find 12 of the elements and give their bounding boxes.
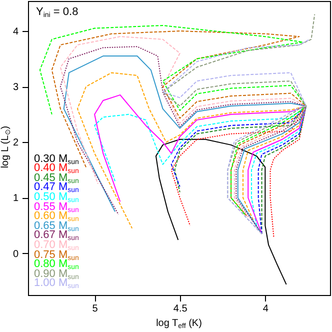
line-series bbox=[76, 72, 307, 229]
y-tick-label: 3 bbox=[12, 82, 19, 94]
y-tick-label: 4 bbox=[12, 26, 19, 38]
x-tick-label: 5 bbox=[92, 304, 98, 314]
y-tick-label: 1 bbox=[12, 193, 19, 204]
line-series bbox=[155, 138, 287, 285]
y-tick-label: 2 bbox=[12, 138, 19, 149]
x-tick-label: 4.5 bbox=[173, 304, 188, 314]
x-tick-label: 4 bbox=[262, 304, 269, 314]
annotation: Y$_{ini}$ = 0.8 bbox=[36, 6, 78, 19]
y-tick-label: 0 bbox=[12, 248, 19, 260]
x-axis-title: log T$_{eff}$ (K) bbox=[155, 318, 203, 332]
